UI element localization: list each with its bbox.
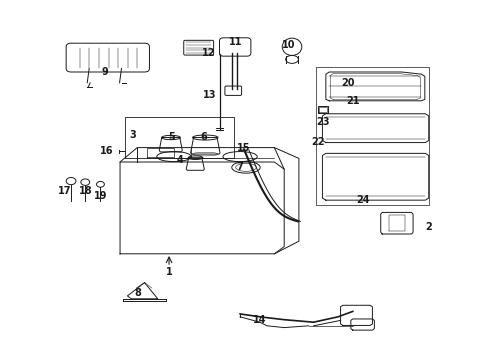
Text: 14: 14 xyxy=(253,315,267,325)
Text: 13: 13 xyxy=(203,90,217,100)
Text: 16: 16 xyxy=(100,146,114,156)
Bar xyxy=(316,67,429,205)
Text: 18: 18 xyxy=(79,186,93,196)
Text: 23: 23 xyxy=(317,117,330,127)
Text: 9: 9 xyxy=(102,67,109,77)
Text: 2: 2 xyxy=(425,222,432,232)
Text: 1: 1 xyxy=(166,267,172,277)
Text: 22: 22 xyxy=(311,137,324,147)
Text: 21: 21 xyxy=(346,96,360,106)
Text: 24: 24 xyxy=(356,195,369,205)
Text: 12: 12 xyxy=(201,48,215,58)
Text: 15: 15 xyxy=(237,143,250,153)
Text: 8: 8 xyxy=(135,288,142,298)
Text: 17: 17 xyxy=(58,186,72,196)
Text: 5: 5 xyxy=(168,132,175,142)
Text: 19: 19 xyxy=(94,191,107,201)
Text: 11: 11 xyxy=(228,37,242,48)
Text: 4: 4 xyxy=(177,155,184,165)
Text: 20: 20 xyxy=(341,78,355,88)
Text: 10: 10 xyxy=(282,40,296,50)
Text: 3: 3 xyxy=(129,130,136,140)
Text: 7: 7 xyxy=(237,162,244,172)
Text: 6: 6 xyxy=(200,132,207,142)
